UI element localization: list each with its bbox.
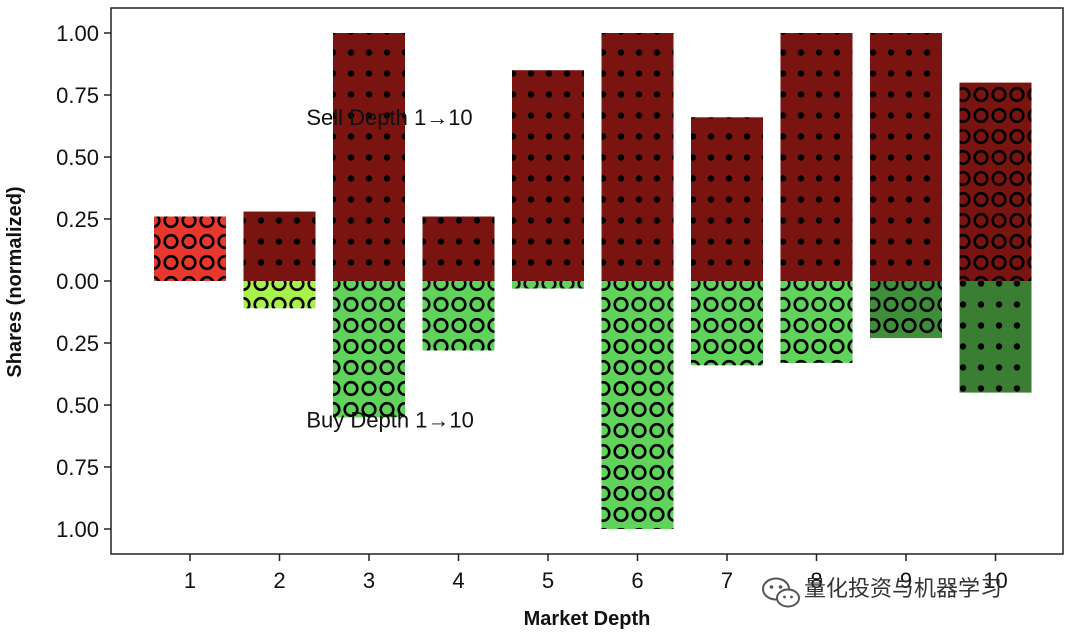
annotations: Sell Depth 1→10 Buy Depth 1→10 — [306, 105, 474, 433]
y-tick-label: 0.50 — [56, 393, 99, 418]
y-tick-label: 0.25 — [56, 331, 99, 356]
sell-bar-4 — [422, 216, 495, 281]
y-tick-label: 0.50 — [56, 145, 99, 170]
x-tick-label: 6 — [631, 568, 643, 593]
x-axis-title: Market Depth — [524, 608, 651, 630]
buy-bar-8 — [780, 281, 853, 363]
x-tick-label: 1 — [184, 568, 196, 593]
buy-bar-4 — [422, 281, 495, 351]
y-tick-label: 0.75 — [56, 83, 99, 108]
annotation-sell-depth: Sell Depth 1→10 — [306, 105, 472, 130]
buy-bar-10 — [959, 281, 1032, 393]
y-tick-label: 1.00 — [56, 21, 99, 46]
x-axis: 1 2 3 4 5 6 7 8 9 10 — [184, 554, 1008, 593]
annotation-buy-depth: Buy Depth 1→10 — [306, 407, 474, 432]
y-tick-label: 0.00 — [56, 269, 99, 294]
sell-bar-9 — [870, 33, 942, 281]
sell-bar-6 — [601, 33, 674, 281]
y-tick-label: 0.75 — [56, 455, 99, 480]
x-tick-label: 9 — [900, 568, 912, 593]
buy-bar-6 — [601, 281, 674, 529]
buy-bar-5 — [512, 281, 584, 289]
buy-bar-9 — [870, 281, 942, 339]
watermark: 量化投资与机器学习 — [762, 577, 1002, 608]
sell-bar-10 — [959, 82, 1032, 281]
y-tick-label: 0.25 — [56, 207, 99, 232]
buy-bar-7 — [691, 281, 763, 366]
wechat-icon — [762, 577, 800, 608]
sell-bar-3 — [333, 33, 405, 281]
x-tick-label: 5 — [542, 568, 554, 593]
bars-group — [154, 33, 1032, 529]
sell-bar-7 — [691, 117, 763, 281]
buy-bar-2 — [243, 281, 316, 309]
y-tick-label: 1.00 — [56, 517, 99, 542]
x-tick-label: 3 — [363, 568, 375, 593]
buy-bar-3 — [333, 281, 405, 418]
sell-bar-2 — [243, 211, 316, 281]
sell-bar-8 — [780, 33, 853, 281]
sell-bar-5 — [512, 70, 584, 281]
sell-bar-1 — [154, 216, 226, 281]
x-tick-label: 8 — [810, 568, 822, 593]
x-tick-label: 10 — [983, 568, 1007, 593]
y-axis-title: Shares (normalized) — [4, 186, 26, 377]
x-tick-label: 4 — [452, 568, 464, 593]
watermark-text: 量化投资与机器学习 — [804, 577, 1002, 602]
x-tick-label: 2 — [273, 568, 285, 593]
x-tick-label: 7 — [721, 568, 733, 593]
y-axis: 1.00 0.75 0.50 0.25 0.00 0.25 0.50 0.75 1.00 — [56, 21, 111, 542]
